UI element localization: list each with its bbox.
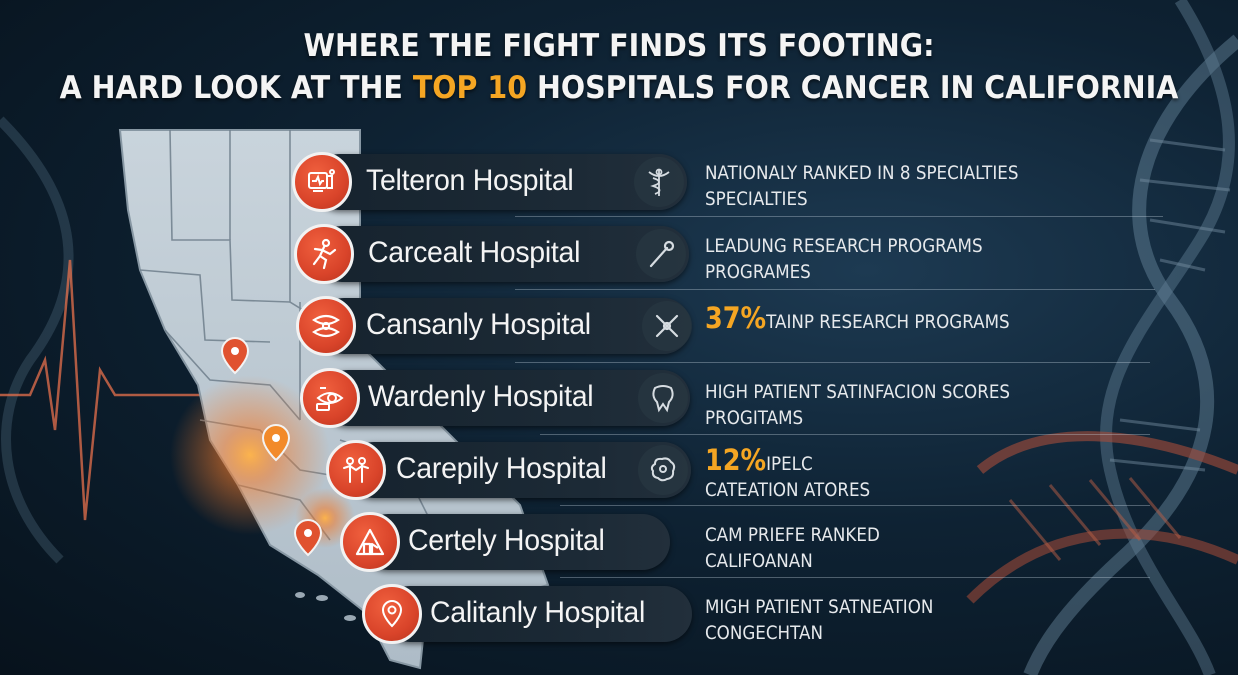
hospital-description: HIGH PATIENT SATINFACION SCORES PROGITAM… <box>705 381 1011 429</box>
map-pin-icon <box>293 518 323 557</box>
medical-monitor-icon <box>292 152 352 212</box>
brain-gear-icon <box>638 445 688 495</box>
hospital-name: Telteron Hospital <box>366 164 574 197</box>
hospital-description: 12%IPELC CATEATION ATORES <box>705 443 871 502</box>
hospital-name: Carcealt Hospital <box>368 236 581 269</box>
row-divider <box>515 216 1163 217</box>
title-accent: TOP 10 <box>412 70 528 106</box>
hospital-description: MIGH PATIENT SATNEATION CONGECHTAN <box>705 596 934 644</box>
hospital-row-7: Calitanly Hospital <box>362 584 702 644</box>
glow-highlight <box>170 375 330 535</box>
row-divider <box>560 505 1150 506</box>
hospital-description: CAM PRIEFE RANKED CALIFOANAN <box>705 524 880 572</box>
title-line-1: WHERE THE FIGHT FINDS ITS FOOTING: <box>303 28 935 64</box>
eye-scan-icon <box>300 368 360 428</box>
hospital-description: LEADUNG RESEARCH PROGRAMS PROGRAMES <box>705 235 983 283</box>
row-divider <box>515 362 1150 363</box>
ecg-line-graphic <box>0 259 230 521</box>
hospital-row-2: Carcealt Hospital <box>294 224 694 284</box>
crossed-tools-icon <box>642 301 692 351</box>
map-pin-globe-icon <box>362 584 422 644</box>
hospital-pill <box>360 514 670 570</box>
hospital-description: NATIONALY RANKED IN 8 SPECIALTIES SPECIA… <box>705 162 1019 210</box>
hospital-name: Cansanly Hospital <box>366 308 591 341</box>
row-divider <box>515 289 1155 290</box>
tent-structure-icon <box>340 512 400 572</box>
hospital-row-4: Wardenly Hospital <box>300 368 700 428</box>
hospital-name: Carepily Hospital <box>396 452 607 485</box>
hospital-row-5: Carepily Hospital <box>326 440 706 500</box>
people-icon <box>326 440 386 500</box>
map-pin-icon <box>220 336 250 375</box>
hospital-row-6: Certely Hospital <box>340 512 680 572</box>
microphone-icon <box>636 229 686 279</box>
title-line-2-end: HOSPITALS FOR CANCER IN CALIFORNIA <box>536 70 1179 106</box>
page-title: WHERE THE FIGHT FINDS ITS FOOTING: A HAR… <box>0 26 1238 110</box>
hospital-name: Calitanly Hospital <box>430 596 646 629</box>
stat-percent: 12% <box>705 443 767 477</box>
row-divider <box>540 434 1150 435</box>
dna-helix-graphic <box>966 0 1238 675</box>
caduceus-icon <box>634 157 684 207</box>
hospital-row-1: Telteron Hospital <box>292 152 692 212</box>
hospital-pill <box>314 226 689 282</box>
running-person-icon <box>294 224 354 284</box>
hospital-pill <box>382 586 692 642</box>
hospital-name: Wardenly Hospital <box>368 380 594 413</box>
hospital-row-3: Cansanly Hospital <box>296 296 696 356</box>
row-divider <box>560 577 1150 578</box>
tooth-icon <box>638 373 688 423</box>
hospital-pill <box>346 442 691 498</box>
ribbon-knot-icon <box>296 296 356 356</box>
title-line-2: A HARD LOOK AT THE TOP 10 HOSPITALS FOR … <box>50 66 1189 110</box>
hospital-name: Certely Hospital <box>408 524 605 557</box>
hospital-pill <box>320 370 690 426</box>
title-line-2-start: A HARD LOOK AT THE <box>59 70 403 106</box>
hospital-pill <box>316 298 691 354</box>
stat-percent: 37% <box>705 301 767 335</box>
map-pin-icon <box>261 423 291 462</box>
hospital-pill <box>312 154 687 210</box>
hospital-description: 37%TAINP RESEARCH PROGRAMS <box>705 301 1010 335</box>
